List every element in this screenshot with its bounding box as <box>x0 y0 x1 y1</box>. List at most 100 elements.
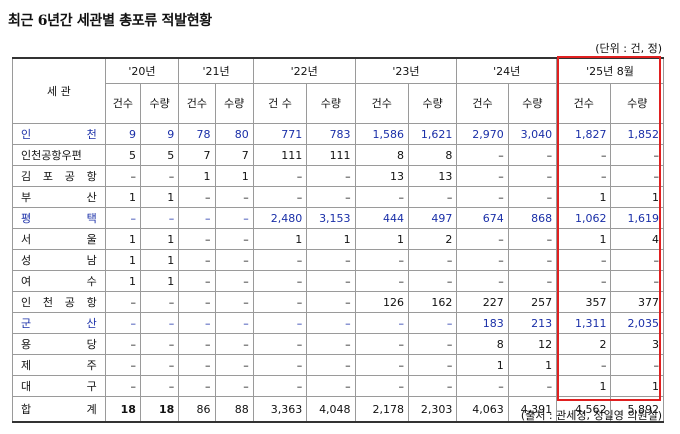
value-cell: – <box>556 270 612 292</box>
value-cell: – <box>178 249 216 271</box>
value-cell: – <box>354 249 409 271</box>
value-cell: 1,621 <box>407 123 458 145</box>
value-cell: 8 <box>354 144 409 166</box>
value-cell: – <box>306 270 356 292</box>
table-row: 인 천 9 9 78 80 771 783 1,586 1,621 2,970 3,040 1,827… <box>12 123 664 145</box>
value-cell: 111 <box>252 144 308 166</box>
value-cell: 1 <box>556 186 612 208</box>
value-cell: 1 <box>214 165 254 187</box>
subheader-cell: 건수 <box>178 83 216 124</box>
value-cell: 162 <box>407 291 458 313</box>
value-cell: – <box>507 144 558 166</box>
value-cell: – <box>214 354 254 376</box>
subheader-cell: 수량 <box>139 83 180 124</box>
customs-name: 군 산 <box>12 312 106 334</box>
value-cell: 86 <box>178 396 216 423</box>
value-cell: – <box>407 375 458 397</box>
value-cell: – <box>507 228 558 250</box>
page-title: 최근 6년간 세관별 총포류 적발현황 <box>8 13 212 29</box>
value-cell: 1 <box>178 165 216 187</box>
value-cell: – <box>407 186 458 208</box>
value-cell: – <box>610 270 664 292</box>
value-cell: 13 <box>407 165 458 187</box>
value-cell: 1 <box>354 228 409 250</box>
value-cell: – <box>306 354 356 376</box>
table-row: 성 남 1 1– – – – – – – – – – <box>12 249 664 271</box>
seizure-table: 세 관 '20년 '21년 '22년 '23년 '24년 '25년 8월 건수 수… <box>12 57 664 423</box>
value-cell: – <box>456 228 509 250</box>
value-cell: – <box>456 249 509 271</box>
value-cell: 7 <box>178 144 216 166</box>
value-cell: – <box>252 333 308 355</box>
customs-name: 김 포 공 항 <box>12 165 106 187</box>
value-cell: – <box>104 333 141 355</box>
value-cell: – <box>139 207 180 229</box>
value-cell: – <box>214 249 254 271</box>
value-cell: 1 <box>507 354 558 376</box>
year-header: '21년 <box>178 57 254 84</box>
value-cell: 783 <box>306 123 356 145</box>
table-row: 평 택 – – – –2,480 3,153 444 497 674 868 1,062 1,619 <box>12 207 664 229</box>
value-cell: 3,363 <box>252 396 308 423</box>
year-header: '23년 <box>354 57 458 84</box>
value-cell: – <box>407 270 458 292</box>
value-cell: – <box>306 375 356 397</box>
value-cell: 2,303 <box>407 396 458 423</box>
value-cell: 13 <box>354 165 409 187</box>
value-cell: – <box>139 312 180 334</box>
value-cell: – <box>214 312 254 334</box>
value-cell: – <box>306 165 356 187</box>
value-cell: 9 <box>104 123 141 145</box>
value-cell: 497 <box>407 207 458 229</box>
year-header: '25년 8월 <box>556 57 664 84</box>
value-cell: – <box>214 333 254 355</box>
value-cell: – <box>354 354 409 376</box>
value-cell: – <box>610 165 664 187</box>
value-cell: 126 <box>354 291 409 313</box>
value-cell: – <box>252 354 308 376</box>
value-cell: – <box>178 207 216 229</box>
total-label: 합 계 <box>12 396 106 423</box>
value-cell: – <box>252 375 308 397</box>
value-cell: 4 <box>610 228 664 250</box>
table-row: 대 구 – – – – – – – – – –1 1 <box>12 375 664 397</box>
value-cell: – <box>556 165 612 187</box>
customs-name: 인 천 공 항 <box>12 291 106 313</box>
customs-name: 용 당 <box>12 333 106 355</box>
value-cell: 1 <box>556 375 612 397</box>
value-cell: – <box>610 354 664 376</box>
value-cell: 357 <box>556 291 612 313</box>
source-note: (출처 : 관세청, 정일영 의원실) <box>520 409 662 422</box>
value-cell: 2,480 <box>252 207 308 229</box>
table-row: 용 당 – – – – – – – –8 12 2 3 <box>12 333 664 355</box>
value-cell: – <box>610 144 664 166</box>
table-row: 여 수 1 1– – – – – – – – – – <box>12 270 664 292</box>
value-cell: 257 <box>507 291 558 313</box>
table-row: 부 산 1 1– – – – – – – –1 1 <box>12 186 664 208</box>
value-cell: 377 <box>610 291 664 313</box>
value-cell: 5 <box>104 144 141 166</box>
value-cell: 213 <box>507 312 558 334</box>
value-cell: 1,852 <box>610 123 664 145</box>
table-row: 군 산 – – – – – – – –183 213 1,311 2,035 <box>12 312 664 334</box>
subheader-cell: 수량 <box>407 83 458 124</box>
value-cell: 18 <box>104 396 141 423</box>
value-cell: – <box>507 375 558 397</box>
value-cell: 9 <box>139 123 180 145</box>
table-row: 제 주 – – – – – – – –1 1– – <box>12 354 664 376</box>
value-cell: – <box>556 144 612 166</box>
value-cell: 1 <box>139 228 180 250</box>
customs-name: 성 남 <box>12 249 106 271</box>
value-cell: – <box>456 165 509 187</box>
value-cell: 1 <box>139 249 180 271</box>
subheader-cell: 건수 <box>556 83 612 124</box>
value-cell: 1 <box>104 186 141 208</box>
value-cell: – <box>214 375 254 397</box>
table-row: 서 울 1 1– –1 1 1 2– –1 4 <box>12 228 664 250</box>
value-cell: 227 <box>456 291 509 313</box>
value-cell: – <box>354 186 409 208</box>
unit-note: (단위 : 건, 정) <box>595 42 662 55</box>
value-cell: 2,178 <box>354 396 409 423</box>
value-cell: 80 <box>214 123 254 145</box>
value-cell: 1,311 <box>556 312 612 334</box>
